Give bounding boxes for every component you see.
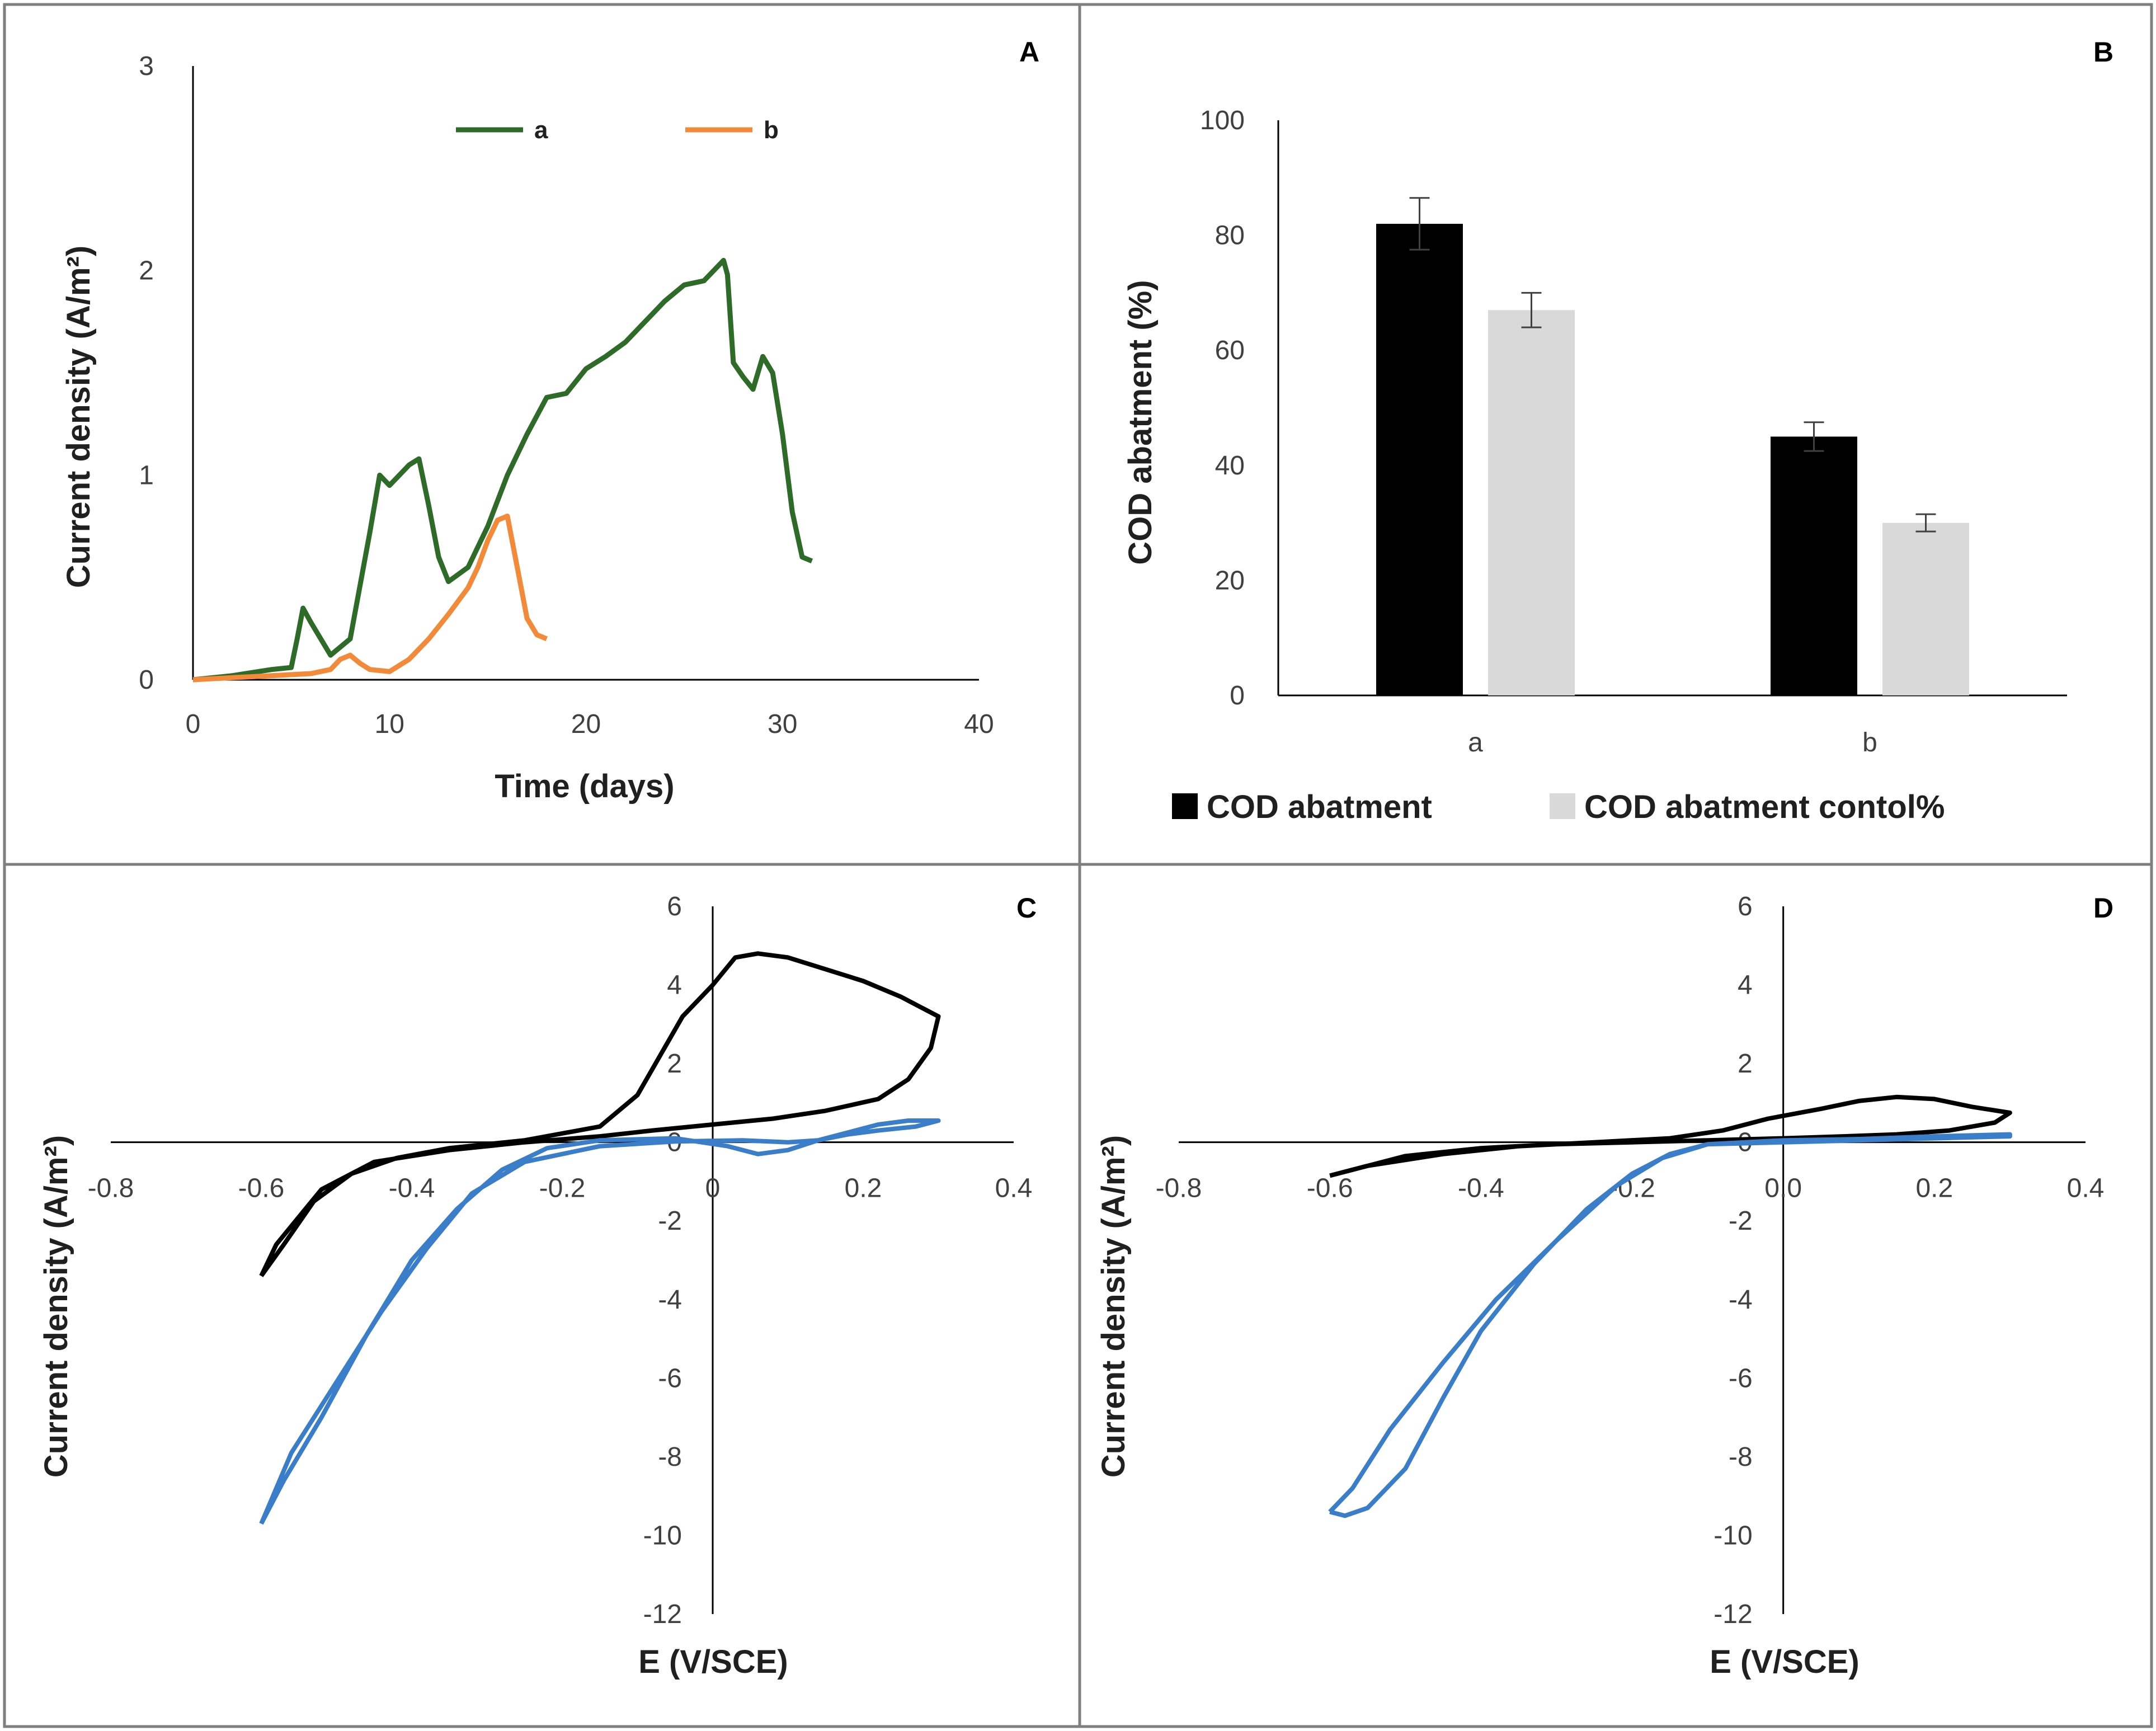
panel-b-y-tick: 20 [1215,566,1245,595]
panel-d: D -0.8 -0.6 -0.4 -0.2 0.0 0.2 0.4-12-10-8-6-4-… [1095,892,2113,1680]
panel-b-bar-a-1 [1488,310,1575,695]
panel-b-legend-label: COD abatment [1207,789,1432,825]
panel-c-x-tick: -0.8 [88,1174,134,1203]
panel-d-y-tick: 6 [1738,892,1753,921]
panel-a-x-tick: 40 [964,709,994,739]
panel-a-y-tick: 2 [139,256,154,286]
panel-c-y-tick: -8 [658,1442,682,1472]
panel-a-y-tick: 3 [139,51,154,81]
panel-d-series [1328,1094,2012,1518]
panel-d-x-tick: -0.8 [1156,1174,1202,1203]
panel-c-series-blue [259,1118,941,1525]
panel-c-x-tick: -0.4 [389,1174,435,1203]
panel-b-y-tick: 40 [1215,451,1245,481]
panel-a-series-a [192,257,813,683]
panel-c-y-tick: -2 [658,1206,682,1236]
panel-c: C -0.8 -0.6 -0.4 -0.2 0 0.2 0.4 -12 -10 -8 -6 -4 -2 2… [38,892,1037,1680]
panel-b-legend-swatch [1550,793,1575,819]
panel-d-series-blue [1328,1132,2012,1518]
panel-a-x-tick: 20 [571,709,601,739]
panel-b-legend: COD abatment COD abatment contol% [1172,789,1945,825]
panel-a-ylabel: Current density (A/m²) [60,246,97,588]
panel-d-y-tick: -4 [1729,1285,1753,1315]
panel-d-y-tick: -6 [1729,1363,1753,1393]
panel-letter-c: C [1016,892,1037,924]
panel-a-x-tick: 0 [186,709,201,739]
panel-a-series [192,257,813,683]
panel-d-x-tick: 0.4 [2067,1174,2105,1203]
panel-a-series-b [192,514,548,683]
panel-d-y-tick: -10 [1713,1521,1752,1550]
panel-c-xlabel: E (V/SCE) [638,1644,788,1680]
panel-c-x-tick: 0.4 [995,1174,1033,1203]
panel-d-x-tick: -0.4 [1458,1174,1504,1203]
panel-c-y-tick: 4 [667,971,682,1000]
panel-d-x-tick: 0.2 [1915,1174,1953,1203]
panel-c-ylabel: Current density (A/m²) [38,1135,74,1478]
panel-a-legend-label: b [764,116,779,144]
panel-d-x-tick: -0.6 [1307,1174,1353,1203]
panel-b-x-tick: a [1468,728,1483,758]
panel-b-y-tick: 60 [1215,336,1245,365]
panel-b-bars [1376,197,1969,695]
panel-b-y-tick: 80 [1215,221,1245,251]
panel-c-y-tick: 6 [667,892,682,921]
panel-a-x-tick: 30 [768,709,797,739]
panel-c-x-tick: -0.6 [238,1174,285,1203]
panel-a-x-tick: 10 [375,709,404,739]
panel-d-xlabel: E (V/SCE) [1710,1644,1860,1680]
panel-b-y-tick: 100 [1200,106,1245,135]
panel-b-y-tick: 0 [1230,681,1245,711]
panel-a-y-tick: 0 [139,665,154,695]
panel-b-bar-b-1 [1882,523,1969,695]
panel-a-legend-label: a [534,116,548,144]
panel-c-x-tick: 0.2 [845,1174,882,1203]
panel-c-y-tick: 2 [667,1049,682,1079]
panel-c-x-tick: -0.2 [539,1174,586,1203]
panel-c-series [259,951,941,1525]
panel-d-y-tick: -2 [1729,1206,1753,1236]
panel-c-y-tick: -6 [658,1363,682,1393]
panel-c-x-tick: 0 [705,1174,721,1203]
panel-letter-d: D [2093,892,2113,924]
panel-c-y-tick: -4 [658,1285,682,1315]
panel-b-legend-label: COD abatment contol% [1584,789,1945,825]
panel-d-y-tick: 2 [1738,1049,1753,1079]
panel-c-series-black [259,951,941,1277]
panel-c-y-tick: -10 [643,1521,682,1550]
panel-d-y-tick: -12 [1713,1600,1752,1629]
panel-a-y-tick: 1 [139,460,154,490]
panel-grid [3,3,2153,1728]
panel-d-y-tick: -8 [1729,1442,1753,1472]
panel-b-x-tick: b [1862,728,1877,758]
panel-b-ylabel: COD abatment (%) [1122,280,1159,565]
panel-d-x-tick: 0.0 [1764,1174,1802,1203]
panel-d-y-tick: 4 [1738,971,1753,1000]
panel-c-y-tick: -12 [643,1600,682,1629]
panel-b-legend-swatch [1172,793,1198,819]
panel-a-axes: 0 10 20 30 40 0 1 2 3 [139,51,994,739]
panel-a-xlabel: Time (days) [495,768,674,805]
panel-d-series-black [1329,1094,2012,1178]
panel-d-ylabel: Current density (A/m²) [1095,1135,1132,1478]
panel-letter-b: B [2093,36,2113,68]
panel-b-bar-a-0 [1376,224,1463,695]
panel-b-bar-b-0 [1771,436,1857,695]
panel-letter-a: A [1019,36,1039,68]
